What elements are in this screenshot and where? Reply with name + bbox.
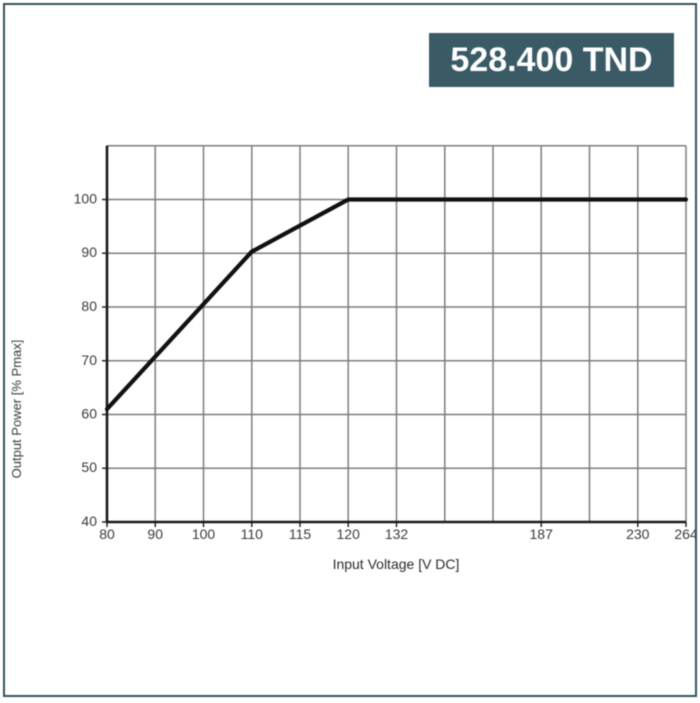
svg-text:187: 187 — [530, 526, 554, 542]
svg-text:50: 50 — [81, 459, 97, 475]
svg-text:132: 132 — [385, 526, 409, 542]
svg-text:80: 80 — [81, 298, 97, 314]
svg-text:90: 90 — [81, 244, 97, 260]
svg-text:110: 110 — [241, 526, 264, 542]
svg-text:90: 90 — [147, 526, 163, 542]
svg-text:230: 230 — [626, 526, 650, 542]
svg-text:Output Power [% Pmax]: Output Power [% Pmax] — [9, 340, 24, 479]
svg-text:100: 100 — [192, 526, 216, 542]
svg-text:40: 40 — [81, 513, 97, 529]
svg-text:264: 264 — [674, 526, 697, 542]
svg-text:70: 70 — [81, 352, 97, 368]
svg-text:115: 115 — [289, 526, 312, 542]
svg-text:Input Voltage [V DC]: Input Voltage [V DC] — [333, 556, 460, 572]
svg-text:60: 60 — [81, 406, 97, 422]
svg-text:120: 120 — [337, 526, 361, 542]
svg-text:100: 100 — [74, 191, 98, 207]
svg-text:80: 80 — [99, 526, 115, 542]
